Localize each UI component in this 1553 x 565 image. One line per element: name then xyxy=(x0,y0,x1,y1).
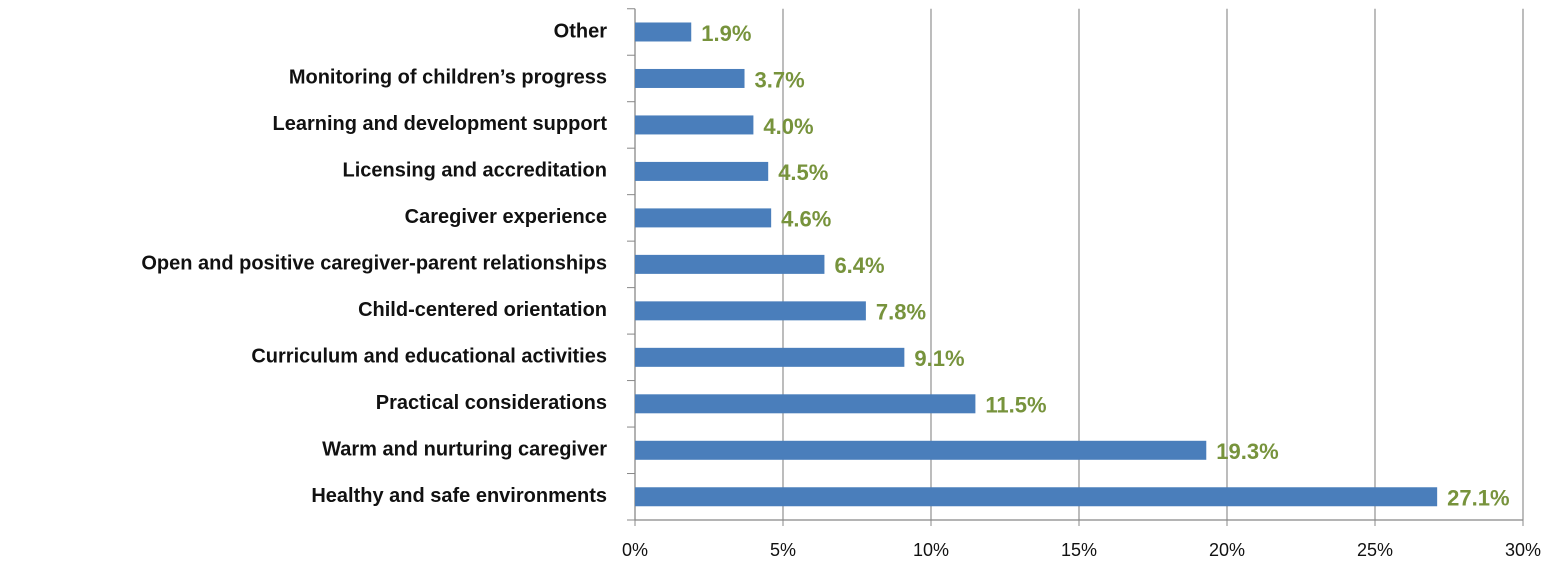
data-label: 6.4% xyxy=(834,253,884,278)
category-label: Learning and development support xyxy=(273,113,608,135)
x-tick-label: 15% xyxy=(1061,540,1097,560)
x-tick-label: 0% xyxy=(622,540,648,560)
category-label: Healthy and safe environments xyxy=(311,485,607,507)
bar xyxy=(635,301,866,321)
data-label: 3.7% xyxy=(755,67,805,92)
category-label: Licensing and accreditation xyxy=(342,160,607,182)
category-label: Open and positive caregiver-parent relat… xyxy=(141,253,607,275)
category-label: Caregiver experience xyxy=(405,206,607,228)
bar xyxy=(635,115,754,135)
category-label: Practical considerations xyxy=(376,392,607,414)
x-tick-label: 5% xyxy=(770,540,796,560)
data-label: 19.3% xyxy=(1216,439,1278,464)
data-label: 4.5% xyxy=(778,160,828,185)
data-label: 4.6% xyxy=(781,207,831,232)
bar xyxy=(635,394,976,414)
category-label: Child-centered orientation xyxy=(358,299,607,321)
bar xyxy=(635,347,905,367)
category-label: Monitoring of children’s progress xyxy=(289,67,607,89)
bar xyxy=(635,161,769,181)
x-tick-label: 25% xyxy=(1357,540,1393,560)
bar xyxy=(635,22,692,42)
data-label: 9.1% xyxy=(914,346,964,371)
bar xyxy=(635,254,825,274)
bar xyxy=(635,68,745,88)
data-label: 27.1% xyxy=(1447,486,1509,511)
category-label: Warm and nurturing caregiver xyxy=(322,439,607,461)
bar xyxy=(635,208,772,228)
data-label: 4.0% xyxy=(763,114,813,139)
bar xyxy=(635,487,1438,507)
data-label: 7.8% xyxy=(876,300,926,325)
bar xyxy=(635,440,1207,460)
x-tick-label: 20% xyxy=(1209,540,1245,560)
x-tick-label: 30% xyxy=(1505,540,1541,560)
category-label: Other xyxy=(554,20,608,42)
data-label: 1.9% xyxy=(701,21,751,46)
category-label: Curriculum and educational activities xyxy=(251,346,607,368)
data-label: 11.5% xyxy=(985,393,1046,418)
x-tick-label: 10% xyxy=(913,540,949,560)
